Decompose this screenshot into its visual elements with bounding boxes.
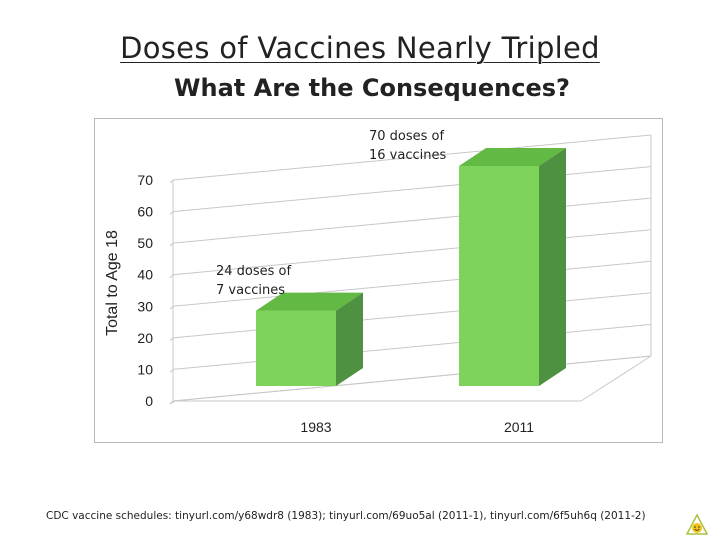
x-tick-label: 1983 (300, 419, 331, 435)
footer-sources: CDC vaccine schedules: tinyurl.com/y68wd… (46, 510, 646, 522)
chart-frame: 0 10 20 30 40 50 60 70 1983 2011 24 doses of 7 va… (94, 118, 663, 443)
annotation-text: 24 doses of (216, 264, 292, 279)
y-axis-label: Total to Age 18 (104, 230, 121, 336)
y-tick-labels: 0 10 20 30 40 50 60 70 (137, 172, 153, 409)
bar-chart: 0 10 20 30 40 50 60 70 1983 2011 24 doses of 7 va… (104, 129, 652, 435)
gridline (172, 166, 652, 213)
bar-top (459, 148, 566, 166)
y-tick-label: 70 (137, 172, 153, 188)
bar-front (459, 166, 539, 386)
annotation-text: 70 doses of (369, 129, 445, 144)
y-tick-label: 50 (137, 235, 153, 251)
floor-right-edge (580, 355, 652, 402)
x-tick-label: 2011 (504, 419, 534, 435)
gridline (172, 260, 652, 307)
y-tick-label: 20 (137, 330, 153, 346)
grid-layer (169, 134, 652, 405)
gridline (172, 323, 652, 370)
gridline (172, 292, 652, 339)
bar-top (256, 292, 363, 311)
annotations-layer: 24 doses of 7 vaccines 70 doses of 16 vacci… (216, 129, 446, 298)
y-tick-label: 10 (137, 361, 153, 377)
gridline (172, 229, 652, 276)
y-tick-label: 30 (137, 298, 153, 314)
bar-side (539, 148, 566, 386)
floor-left-edge (169, 400, 176, 405)
slide-title: Doses of Vaccines Nearly Tripled (0, 28, 720, 66)
bar-side (336, 292, 363, 386)
slide-subtitle: What Are the Consequences? (174, 74, 570, 102)
slide-title-text: Doses of Vaccines Nearly Tripled (120, 31, 600, 65)
y-tick-label: 0 (145, 393, 153, 409)
floor-back-edge (172, 355, 652, 402)
gridline (172, 134, 652, 181)
bars-layer (256, 148, 566, 386)
x-tick-labels: 1983 2011 (300, 419, 534, 435)
gridline (172, 197, 652, 244)
y-tick-label: 60 (137, 204, 153, 220)
smiley-logo-icon (686, 514, 708, 535)
annotation-text: 16 vaccines (369, 148, 446, 163)
bar-front (256, 310, 336, 386)
annotation-text: 7 vaccines (216, 283, 285, 298)
y-tick-label: 40 (137, 267, 153, 283)
